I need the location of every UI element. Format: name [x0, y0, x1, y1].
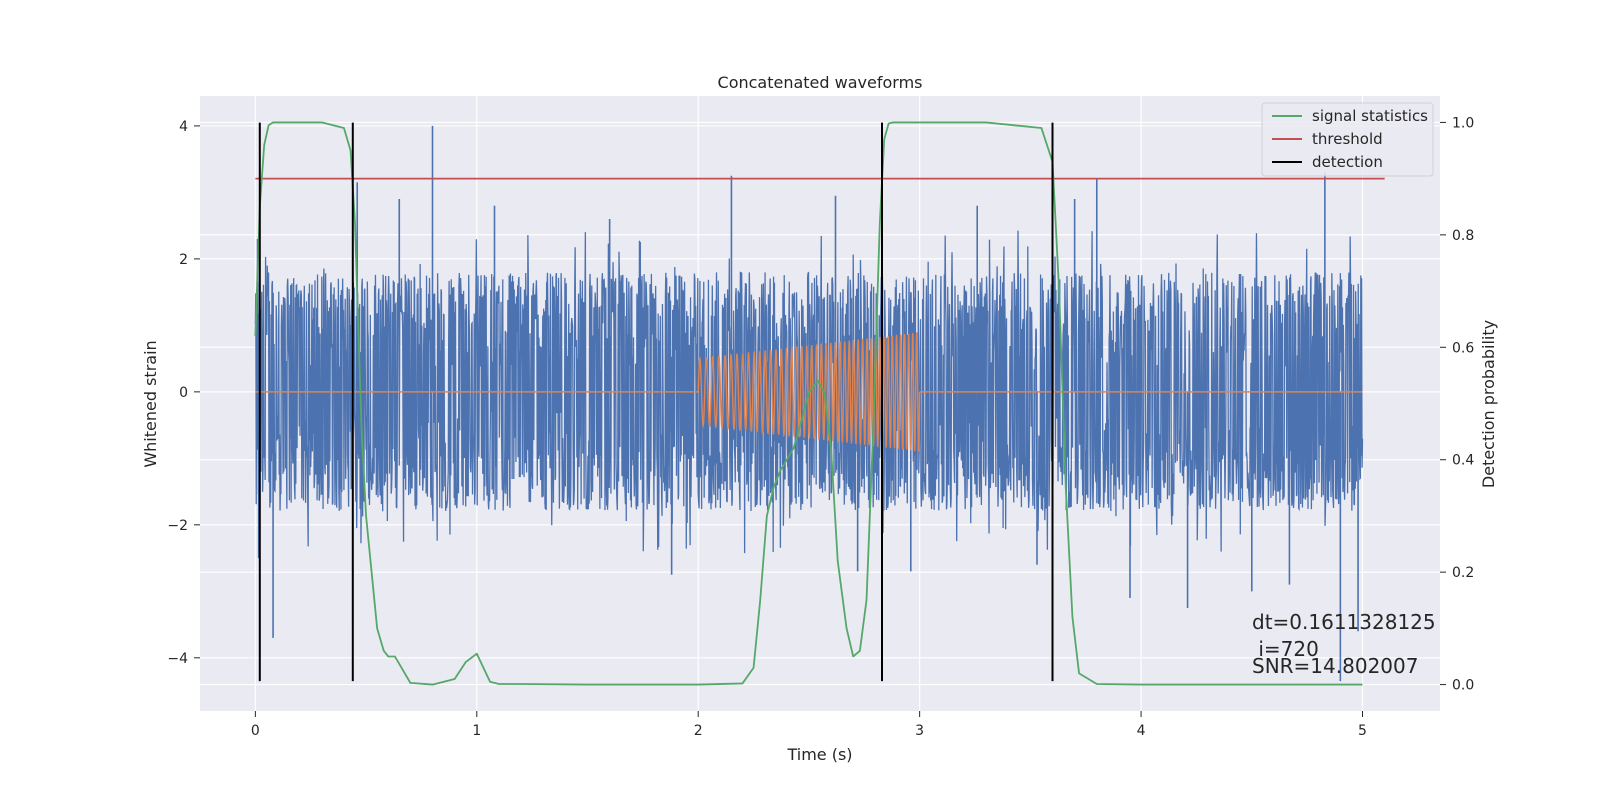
x-axis-label: Time (s)	[786, 745, 852, 764]
legend-box	[1261, 102, 1434, 177]
y-tick-label-right: 1.0	[1452, 115, 1474, 131]
y-tick-label-right: 0.0	[1452, 678, 1474, 694]
x-tick-label: 2	[694, 723, 703, 739]
x-tick-label: 3	[915, 723, 924, 739]
y-tick-label-right: 0.2	[1452, 565, 1474, 581]
y-tick-label-left: 2	[179, 252, 188, 268]
legend: signal statistics threshold detection	[1261, 102, 1434, 177]
y-tick-label-right: 0.8	[1452, 228, 1474, 244]
x-tick-label: 4	[1137, 723, 1146, 739]
strain-noise-line	[254, 230, 1364, 554]
y-tick-label-left: 0	[179, 385, 188, 401]
legend-label-threshold: threshold	[1312, 130, 1383, 148]
x-tick-label: 1	[472, 723, 481, 739]
y-tick-label-left: −2	[167, 518, 188, 534]
y-tick-label-left: 4	[179, 119, 188, 135]
data-layer	[254, 121, 1385, 686]
x-tick-label: 5	[1358, 723, 1367, 739]
x-tick-label: 0	[251, 723, 260, 739]
signal-statistics-line	[254, 121, 1363, 686]
y-axis-label-left: Whitened strain	[141, 340, 160, 467]
annotation-i: i=720	[1252, 637, 1319, 661]
chart-title: Concatenated waveforms	[718, 73, 923, 92]
legend-label-detection: detection	[1312, 153, 1383, 171]
legend-label-signal-statistics: signal statistics	[1312, 107, 1428, 125]
annotation-snr: SNR=14.802007	[1252, 654, 1418, 678]
annotation: dt=0.1611328125 i=720 SNR=14.802007	[1252, 610, 1436, 678]
y-tick-label-right: 0.6	[1452, 340, 1474, 356]
ticks: 0 1 2 3 4 5 −4 −2 0 2 4 0.0 0.2 0.4 0.6 0.8 1.0	[167, 115, 1474, 739]
y-axis-label-right: Detection probability	[1479, 320, 1498, 488]
annotation-dt: dt=0.1611328125	[1252, 610, 1436, 634]
y-tick-label-right: 0.4	[1452, 453, 1474, 469]
y-tick-label-left: −4	[167, 651, 188, 667]
